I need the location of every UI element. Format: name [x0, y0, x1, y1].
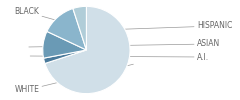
Text: BLACK: BLACK — [14, 8, 77, 26]
Wedge shape — [43, 31, 86, 58]
Wedge shape — [45, 6, 130, 94]
Wedge shape — [43, 50, 86, 64]
Text: ASIAN: ASIAN — [29, 40, 220, 48]
Text: A.I.: A.I. — [30, 52, 209, 62]
Wedge shape — [47, 8, 86, 50]
Text: HISPANIC: HISPANIC — [48, 22, 232, 32]
Text: WHITE: WHITE — [14, 64, 133, 94]
Wedge shape — [73, 6, 86, 50]
